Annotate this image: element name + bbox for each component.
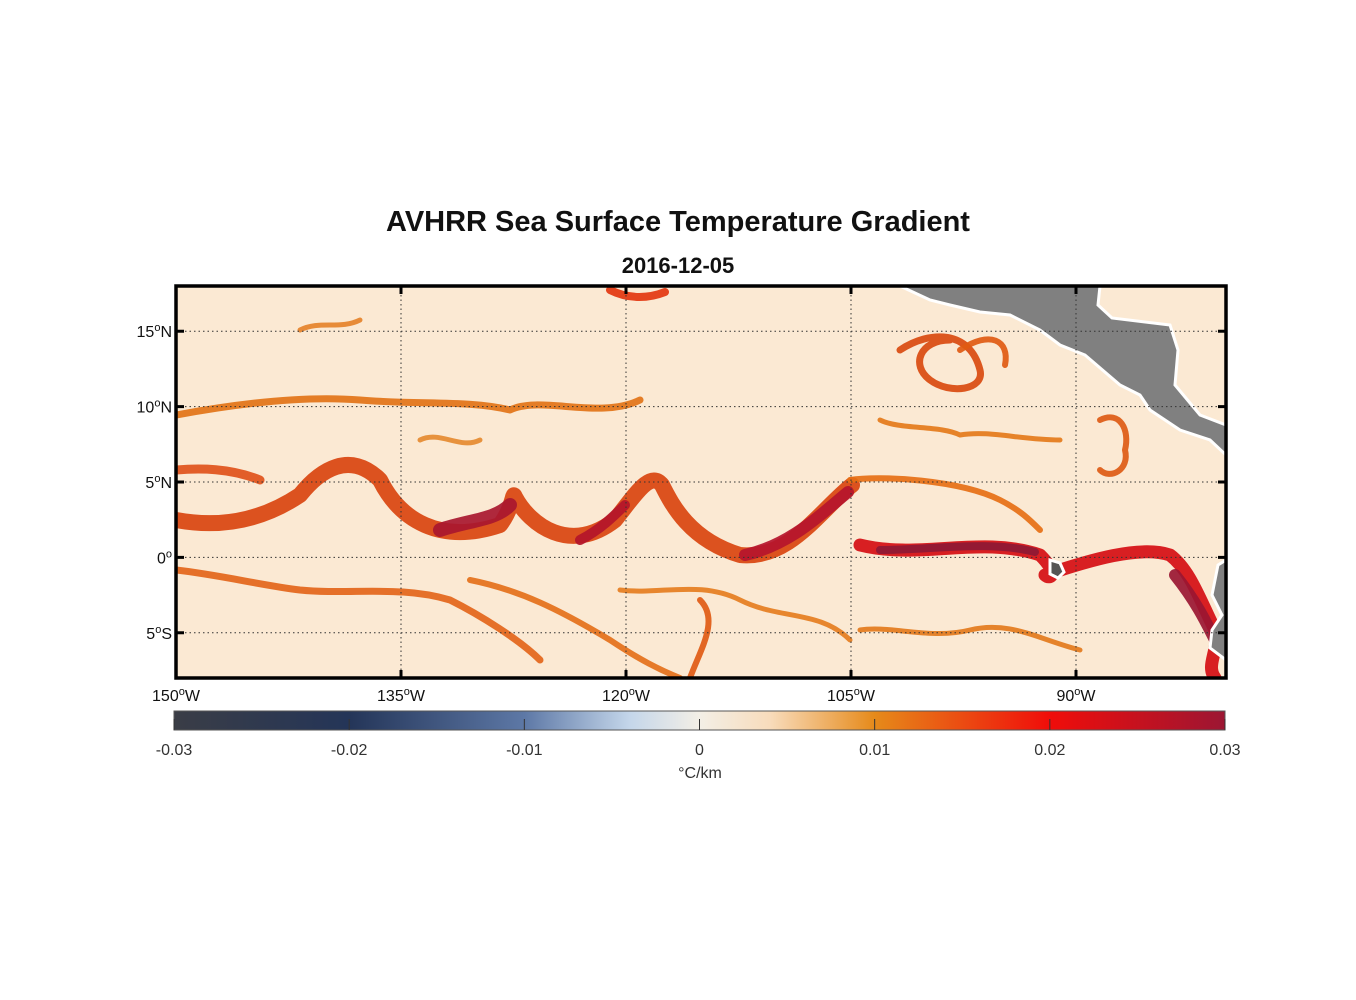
ocean-background [176,286,1226,678]
front-core-2 [575,500,630,545]
lat-label: 10oN [137,398,172,417]
land-central-america [899,286,1226,458]
front-8n [877,417,1063,443]
front-10n [176,395,644,419]
front-core-4 [876,542,1039,556]
colorbar-tick-label: 0.02 [1034,742,1065,759]
colorbar-tick-label: -0.03 [156,742,193,759]
land-galapagos [1048,557,1066,580]
lon-label: 150oW [152,686,201,705]
eddy-papagayo [1097,414,1130,477]
front-core-1 [433,498,517,537]
colorbar: -0.03 -0.02 -0.01 0 0.01 0.02 0.03 °C/km [156,710,1241,782]
eddy-tehuantepec [896,333,984,393]
front-south-2 [467,577,683,678]
axis-ticks [174,286,1226,678]
front-south-1 [176,566,544,664]
lat-label: 0o [157,548,172,567]
colorbar-tick-label: 0.01 [859,742,890,759]
lat-label: 15oN [137,322,172,341]
lon-label: 90oW [1056,686,1096,705]
colorbar-tick-label: 0 [695,742,704,759]
land-south-america [1208,558,1226,662]
front-south-3 [617,586,853,643]
latitude-labels: 15oN 10oN 5oN 0o 5oS [137,322,172,643]
lat-label: 5oN [145,473,172,492]
chart-title: AVHRR Sea Surface Temperature Gradient [386,206,970,238]
colorbar-tick-label: -0.02 [331,742,368,759]
colorbar-tick-label: 0.03 [1209,742,1240,759]
front-equatorial-north [176,456,860,564]
eddy-2 [957,336,1009,368]
colorbar-label: °C/km [678,765,722,782]
lat-label: 5oS [146,624,172,643]
land-mask [899,286,1226,662]
front-6n [176,464,265,485]
front-south-5 [687,597,712,678]
front-core-3 [739,486,854,561]
patch-nw [297,317,363,333]
longitude-labels: 150oW 135oW 120oW 105oW 90oW [152,686,1096,705]
lon-label: 120oW [602,686,651,705]
colorbar-tick-label: -0.01 [506,742,543,759]
front-ne [847,475,1043,533]
lon-label: 105oW [827,686,876,705]
front-south-4 [857,624,1083,653]
patch-mid [417,434,483,446]
patch-top [606,286,669,301]
chart-subtitle: 2016-12-05 [621,253,735,278]
lon-label: 135oW [377,686,426,705]
